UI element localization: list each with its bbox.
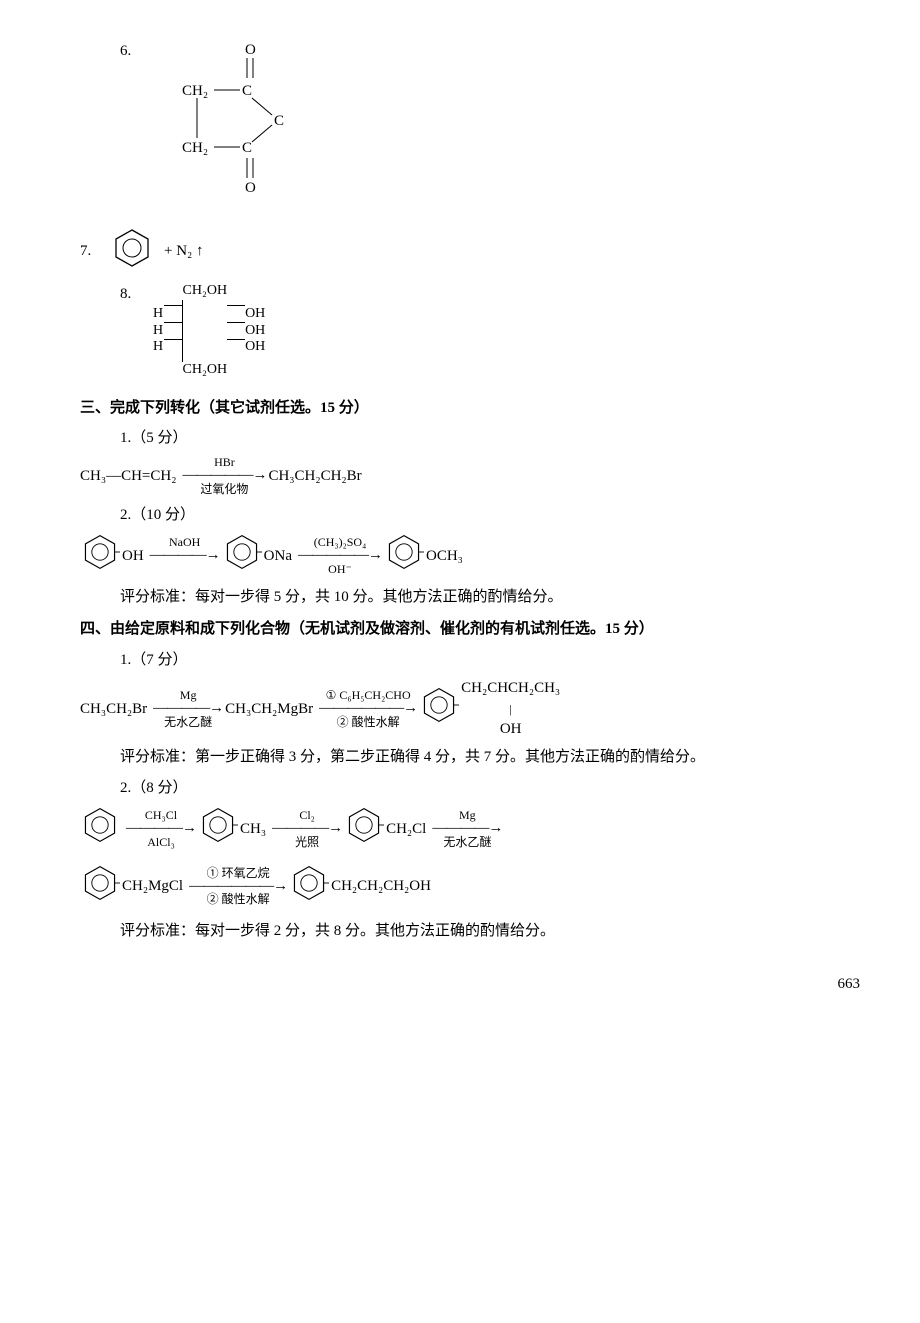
arrow-icon: (CH₃)₂SO₄ —————→ OH⁻ <box>298 536 382 576</box>
fischer-r4r: OH <box>245 339 265 356</box>
arrow-bot: 无水乙醚 <box>432 836 502 849</box>
s4q1-mid: CH₃CH₂MgBr <box>225 698 313 721</box>
q7-text: + N₂ ↑ <box>164 240 204 263</box>
arrow-icon: Cl₂ ————→ 光照 <box>272 809 342 849</box>
svg-text:CH₂: CH₂ <box>182 140 208 156</box>
s4q2-s2: CH₂Cl <box>386 818 426 841</box>
q6-num: 6. <box>120 40 148 63</box>
sec4-q1-rxn: CH₃CH₂Br Mg ————→ 无水乙醚 CH₃CH₂MgBr ① C₆H₅… <box>80 677 860 740</box>
fischer-r1: CH₂OH <box>183 283 228 300</box>
arrow-icon: ① 环氧乙烷 ——————→ ② 酸性水解 <box>189 867 287 907</box>
prod-bot: OH <box>461 718 560 741</box>
arrow-bot: ② 酸性水解 <box>319 716 417 729</box>
benzene-icon <box>384 532 424 580</box>
q6-structure: O CH₂ C C CH₂ C O <box>152 40 302 208</box>
sec3-q2-note: 评分标准：每对一步得 5 分，共 10 分。其他方法正确的酌情给分。 <box>120 586 860 609</box>
benzene-icon <box>222 532 262 580</box>
s4q2-s3: CH₂MgCl <box>122 875 183 898</box>
section-3-heading: 三、完成下列转化（其它试剂任选。15 分） <box>80 397 860 420</box>
sec4-q2-note: 评分标准：每对一步得 2 分，共 8 分。其他方法正确的酌情给分。 <box>120 920 860 943</box>
fischer-projection: CH₂OH H OH H OH H OH CH₂OH <box>152 283 265 379</box>
arrow-icon: Mg ————→ 无水乙醚 <box>432 809 502 849</box>
arrow-icon: CH₃Cl ————→ AlCl₃ <box>126 809 196 849</box>
sub-ona: ONa <box>264 545 292 568</box>
arrow-icon: Mg ————→ 无水乙醚 <box>153 689 223 729</box>
fischer-r2l: H <box>152 306 164 323</box>
benzene-icon <box>80 532 120 580</box>
fischer-r4l: H <box>152 339 164 356</box>
sec4-q1-num: 1.（7 分） <box>120 649 860 672</box>
benzene-icon <box>80 863 120 911</box>
svg-text:C: C <box>274 113 284 129</box>
sec3-q2-rxn: OH NaOH ————→ ONa (CH₃)₂SO₄ —————→ OH⁻ O… <box>80 532 860 580</box>
question-6: 6. O CH₂ C C CH₂ C O <box>120 40 860 208</box>
question-8: 8. CH₂OH H OH H OH H OH CH₂OH <box>120 283 860 379</box>
s4q2-s4: CH₂CH₂CH₂OH <box>331 875 431 898</box>
sec4-q2-num: 2.（8 分） <box>120 777 860 800</box>
arrow-bot: OH⁻ <box>298 563 382 576</box>
s4q2-s1: CH₃ <box>240 818 266 841</box>
fischer-r3l: H <box>152 323 164 340</box>
s4q1-left: CH₃CH₂Br <box>80 698 147 721</box>
sec3-q1-right: CH₃CH₂CH₂Br <box>268 465 361 488</box>
fischer-r5: CH₂OH <box>183 362 228 379</box>
page-number: 663 <box>80 973 860 996</box>
q7-num: 7. <box>80 240 108 263</box>
q8-num: 8. <box>120 283 148 306</box>
sub-och3: OCH₃ <box>426 545 463 568</box>
arrow-bot: AlCl₃ <box>126 836 196 849</box>
sec3-q2-num: 2.（10 分） <box>120 504 860 527</box>
arrow-bot: 光照 <box>272 836 342 849</box>
arrow-icon: NaOH ————→ <box>150 536 220 576</box>
sec4-q1-note: 评分标准：第一步正确得 3 分，第二步正确得 4 分，共 7 分。其他方法正确的… <box>120 746 860 769</box>
svg-text:O: O <box>245 180 256 196</box>
benzene-icon <box>289 863 329 911</box>
fischer-r2r: OH <box>245 306 265 323</box>
sec3-q1-num: 1.（5 分） <box>120 427 860 450</box>
sec4-q2-row1: CH₃Cl ————→ AlCl₃ CH₃ Cl₂ ————→ 光照 CH₂Cl… <box>80 805 860 853</box>
prod-top: CH₂CHCH₂CH₃ <box>461 677 560 700</box>
sub-oh: OH <box>122 545 144 568</box>
svg-text:C: C <box>242 83 252 99</box>
section-4-heading: 四、由给定原料和成下列化合物（无机试剂及做溶剂、催化剂的有机试剂任选。15 分） <box>80 618 860 641</box>
svg-text:C: C <box>242 140 252 156</box>
arrow-icon: ① C₆H₅CH₂CHO ——————→ ② 酸性水解 <box>319 689 417 729</box>
arrow-bot: ② 酸性水解 <box>189 893 287 906</box>
sec3-q1-rxn: CH₃—CH=CH₂ HBr —————→ 过氧化物 CH₃CH₂CH₂Br <box>80 456 860 496</box>
arrow-bot: 无水乙醚 <box>153 716 223 729</box>
s4q1-product: CH₂CHCH₂CH₃ | OH <box>461 677 560 740</box>
sec4-q2-row2: CH₂MgCl ① 环氧乙烷 ——————→ ② 酸性水解 CH₂CH₂CH₂O… <box>80 863 860 911</box>
arrow-bot: 过氧化物 <box>182 483 266 496</box>
benzene-icon <box>80 805 120 853</box>
benzene-icon <box>419 685 459 733</box>
sec3-q1-left: CH₃—CH=CH₂ <box>80 465 176 488</box>
benzene-icon <box>110 226 154 278</box>
benzene-icon <box>344 805 384 853</box>
svg-text:CH₂: CH₂ <box>182 83 208 99</box>
fischer-r3r: OH <box>245 323 265 340</box>
benzene-icon <box>198 805 238 853</box>
question-7: 7. + N₂ ↑ <box>80 226 860 278</box>
svg-text:O: O <box>245 42 256 58</box>
arrow-icon: HBr —————→ 过氧化物 <box>182 456 266 496</box>
